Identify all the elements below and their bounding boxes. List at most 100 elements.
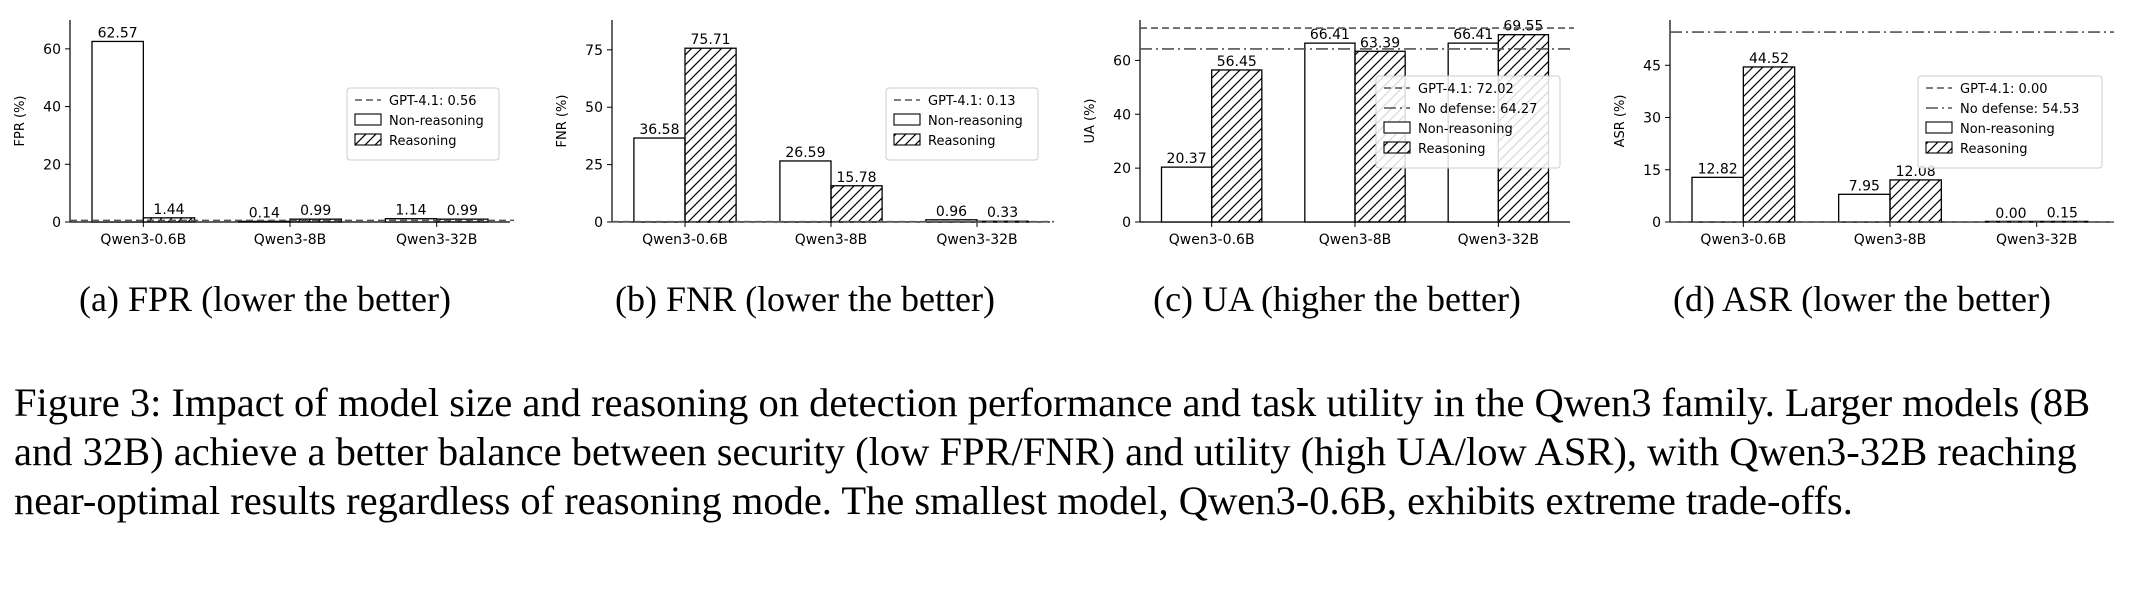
x-tick-label: Qwen3-8B	[1854, 232, 1926, 248]
legend-box	[1917, 75, 2103, 169]
y-tick-label: 20	[1113, 161, 1131, 177]
legend-bar-swatch	[1383, 121, 1411, 134]
bar-value-label: 63.39	[1360, 35, 1400, 51]
subcaption-d: (d) ASR (lower the better)	[1673, 279, 2051, 319]
chart-panel-0: 0 20 40 60 FPR (%) 62.57 1.44 Qwen3-0.6B 0.14 0.9…	[13, 20, 514, 248]
legend-entry: Non-reasoning	[389, 114, 484, 129]
bar-value-label: 0.33	[987, 205, 1018, 221]
x-tick-label: Qwen3-32B	[1458, 232, 1539, 248]
bar-value-label: 1.14	[395, 203, 426, 219]
bar-non-reasoning	[1160, 166, 1213, 223]
legend-entry: Reasoning	[1960, 142, 2027, 157]
legend-bar-swatch	[893, 113, 921, 126]
bar-non-reasoning	[1304, 42, 1356, 223]
legend-entry: GPT-4.1: 0.13	[928, 94, 1015, 109]
figure-caption: Figure 3: Impact of model size and reaso…	[14, 380, 2091, 523]
x-tick-label: Qwen3-32B	[396, 232, 477, 248]
legend-entry: Reasoning	[1418, 142, 1485, 157]
legend-bar-swatch	[354, 113, 382, 126]
bar-non-reasoning	[633, 137, 686, 223]
x-tick-label: Qwen3-32B	[936, 232, 1017, 248]
legend-bar-swatch	[354, 133, 382, 146]
x-tick-label: Qwen3-0.6B	[642, 232, 728, 248]
y-tick-label: 60	[1113, 53, 1131, 69]
bar-value-label: 69.55	[1503, 19, 1543, 35]
y-tick-label: 0	[1652, 215, 1661, 231]
x-tick-label: Qwen3-8B	[254, 232, 326, 248]
bar-non-reasoning	[779, 160, 832, 223]
bar-value-label: 20.37	[1167, 151, 1207, 167]
legend-box	[885, 87, 1039, 161]
bar-value-label: 44.52	[1749, 51, 1789, 67]
bar-reasoning	[1211, 69, 1263, 223]
bar-value-label: 7.95	[1849, 178, 1880, 194]
bar-value-label: 66.41	[1453, 27, 1493, 43]
y-axis-label: FPR (%)	[13, 96, 28, 147]
legend-entry: Reasoning	[928, 134, 995, 149]
chart-panel-2: 0 20 40 60 UA (%) 20.37 56.45 Qwen3-0.6B 66.41 63…	[1083, 19, 1574, 248]
legend-bar-swatch	[1925, 121, 1953, 134]
bar-value-label: 12.82	[1698, 161, 1738, 177]
bar-value-label: 0.96	[936, 204, 967, 220]
y-tick-label: 75	[585, 43, 603, 59]
x-tick-label: Qwen3-8B	[795, 232, 867, 248]
y-axis-label: FNR (%)	[555, 95, 570, 148]
legend-entry: GPT-4.1: 0.00	[1960, 82, 2047, 97]
bar-value-label: 0.99	[300, 203, 331, 219]
x-tick-label: Qwen3-8B	[1319, 232, 1391, 248]
bar-value-label: 26.59	[785, 145, 825, 161]
bar-value-label: 0.14	[249, 206, 280, 222]
bar-reasoning	[830, 185, 883, 223]
bar-non-reasoning	[1838, 193, 1891, 223]
bar-non-reasoning	[91, 40, 144, 223]
legend-bar-swatch	[893, 133, 921, 146]
subcaption-b: (b) FNR (lower the better)	[615, 279, 995, 319]
y-tick-label: 40	[1113, 107, 1131, 123]
legend-box	[1375, 75, 1561, 169]
legend-entry: Non-reasoning	[1418, 122, 1513, 137]
bar-value-label: 36.58	[639, 122, 679, 138]
bar-reasoning	[1889, 179, 1942, 223]
y-tick-label: 25	[585, 158, 603, 174]
bar-reasoning	[1742, 66, 1796, 223]
x-tick-label: Qwen3-0.6B	[1169, 232, 1255, 248]
x-tick-label: Qwen3-32B	[1996, 232, 2077, 248]
bar-value-label: 1.44	[153, 202, 184, 218]
y-axis-label: UA (%)	[1083, 98, 1098, 143]
y-tick-label: 40	[43, 100, 61, 116]
bar-value-label: 75.71	[691, 32, 731, 48]
legend-bar-swatch	[1925, 141, 1953, 154]
y-tick-label: 0	[1122, 215, 1131, 231]
y-tick-label: 0	[594, 215, 603, 231]
bar-value-label: 0.99	[447, 203, 478, 219]
subcaption-c: (c) UA (higher the better)	[1153, 279, 1521, 319]
y-tick-label: 0	[52, 215, 61, 231]
bar-value-label: 62.57	[98, 25, 138, 41]
y-tick-label: 50	[585, 100, 603, 116]
legend-entry: No defense: 64.27	[1418, 102, 1537, 117]
x-tick-label: Qwen3-0.6B	[100, 232, 186, 248]
y-tick-label: 45	[1643, 58, 1661, 74]
legend-entry: GPT-4.1: 72.02	[1418, 82, 1514, 97]
y-tick-label: 20	[43, 157, 61, 173]
subcaption-a: (a) FPR (lower the better)	[79, 279, 451, 319]
bar-value-label: 56.45	[1217, 54, 1257, 70]
y-axis-label: ASR (%)	[1613, 95, 1628, 148]
y-tick-label: 15	[1643, 163, 1661, 179]
bar-value-label: 66.41	[1310, 27, 1350, 43]
legend-entry: Non-reasoning	[1960, 122, 2055, 137]
legend-entry: No defense: 54.53	[1960, 102, 2079, 117]
x-tick-label: Qwen3-0.6B	[1700, 232, 1786, 248]
bar-value-label: 15.78	[837, 170, 877, 186]
legend-bar-swatch	[1383, 141, 1411, 154]
legend-box	[346, 87, 500, 161]
bar-reasoning	[684, 47, 737, 223]
bar-value-label: 0.00	[1995, 206, 2026, 222]
y-tick-label: 30	[1643, 111, 1661, 127]
y-tick-label: 60	[43, 42, 61, 58]
charts-svg: 0 20 40 60 FPR (%) 62.57 1.44 Qwen3-0.6B 0.14 0.9…	[13, 19, 2114, 248]
bar-value-label: 0.15	[2047, 205, 2078, 221]
legend-entry: GPT-4.1: 0.56	[389, 94, 476, 109]
